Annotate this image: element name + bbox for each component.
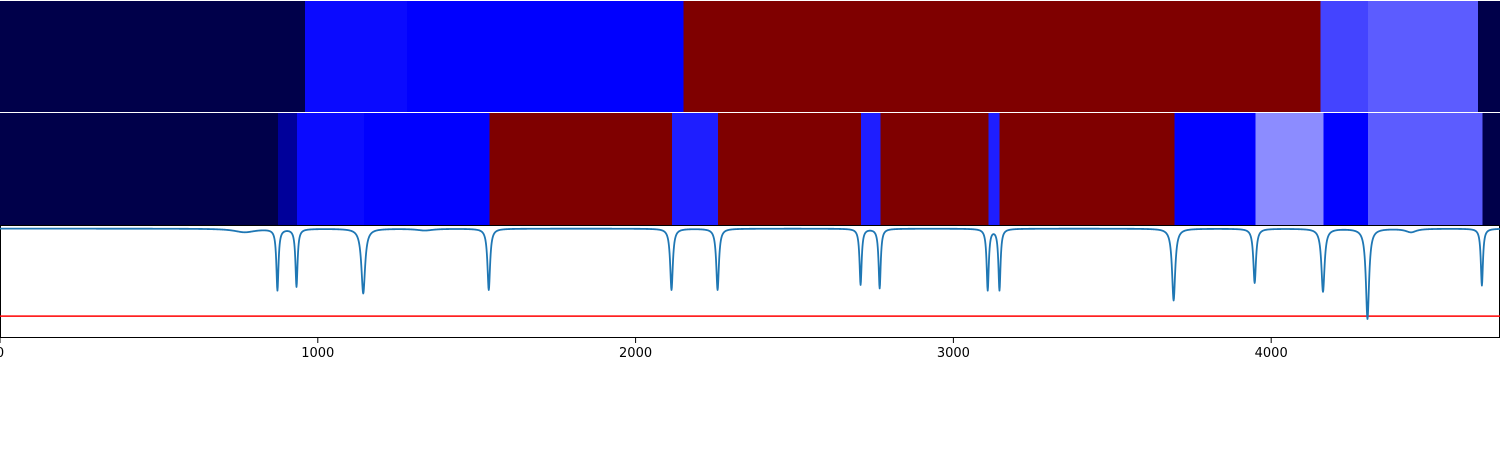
band-2-segment-14 [1323,113,1369,225]
band-2-segment-2 [278,113,298,225]
band-2-segment-13 [1255,113,1325,225]
band-2-segment-15 [1368,113,1484,225]
x-tick-label-0: 0 [0,346,4,361]
x-tick-label-4000: 4000 [1255,346,1288,361]
band-2-segment-8 [861,113,881,225]
band-1-segment-7 [1477,1,1500,112]
band-2-segment-3 [297,113,365,225]
band-2-segment-6 [672,113,719,225]
band-2-segment-1 [0,113,279,225]
plot-frame [0,225,1500,338]
x-tick-label-1000: 1000 [301,346,334,361]
band-1-segment-4 [683,1,1322,112]
band-1-segment-3 [406,1,684,112]
band-1-segment-2 [305,1,408,112]
band-2-segment-10 [988,113,1001,225]
band-2-segment-5 [489,113,673,225]
band-2-segment-9 [880,113,989,225]
band-2-segment-16 [1482,113,1500,225]
band-1-segment-5 [1320,1,1369,112]
signal-plot [0,225,1500,338]
x-tick-label-3000: 3000 [937,346,970,361]
band-1-segment-1 [0,1,306,112]
x-tick-label-2000: 2000 [619,346,652,361]
state-bands [0,1,1500,225]
band-2-segment-7 [718,113,862,225]
band-2-segment-4 [363,113,491,225]
band-2-segment-11 [999,113,1175,225]
series-line-0 [0,227,1500,320]
x-axis: 0 1000 2000 3000 4000 [0,338,1288,361]
band-2-segment-12 [1174,113,1256,225]
band-1-segment-6 [1368,1,1479,112]
